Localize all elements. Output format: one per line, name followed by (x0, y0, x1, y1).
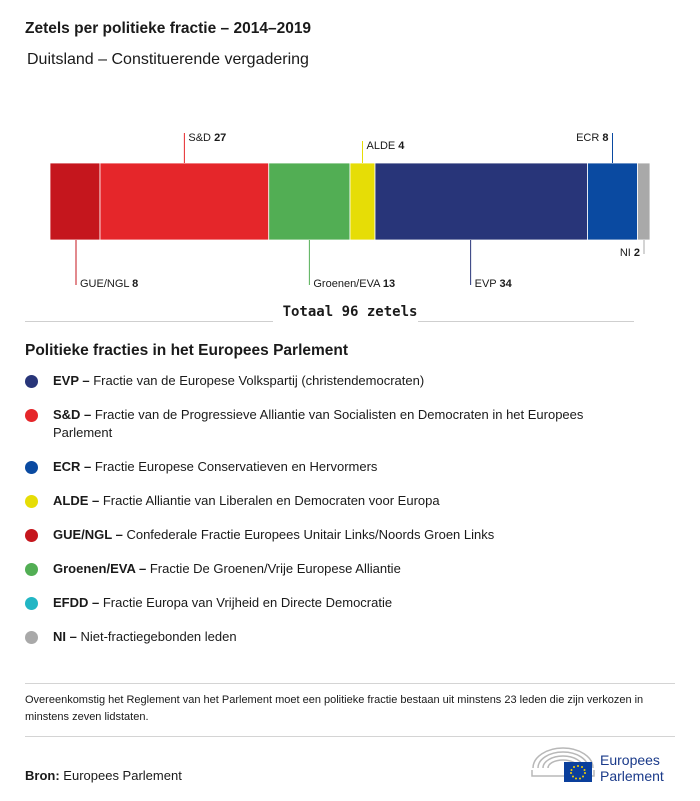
legend-text: GUE/NGL – Confederale Fractie Europees U… (53, 526, 494, 544)
total-divider-left (25, 321, 273, 322)
legend-text: ECR – Fractie Europese Conservatieven en… (53, 458, 377, 476)
bar-segment-gue-ngl (49, 162, 101, 241)
legend-item: ALDE – Fractie Alliantie van Liberalen e… (25, 492, 645, 526)
bar-segment-ni (637, 162, 651, 241)
bar-segment-alde (349, 162, 376, 241)
total-seats-label: Totaal 96 zetels (282, 304, 418, 320)
legend-description: Fractie Alliantie van Liberalen en Democ… (102, 493, 440, 508)
legend-text: EFDD – Fractie Europa van Vrijheid en Di… (53, 594, 392, 612)
legend-list: EVP – Fractie van de Europese Volksparti… (25, 372, 645, 662)
segment-label-gue-ngl: GUE/NGL 8 (80, 278, 138, 290)
legend-color-dot (25, 409, 38, 422)
european-parliament-logo (531, 747, 595, 782)
segment-label-ecr: ECR 8 (576, 132, 608, 144)
source-value: Europees Parlement (63, 768, 182, 783)
footnote: Overeenkomstig het Reglement van het Par… (25, 694, 644, 723)
legend-text: Groenen/EVA – Fractie De Groenen/Vrije E… (53, 560, 401, 578)
segment-label-s-d: S&D 27 (188, 132, 226, 144)
legend-color-dot (25, 631, 38, 644)
segment-label-evp: EVP 34 (475, 278, 513, 290)
legend-abbr: NI – (53, 629, 81, 644)
chart-subtitle: Duitsland – Constituerende vergadering (27, 51, 309, 68)
legend-item: EFDD – Fractie Europa van Vrijheid en Di… (25, 594, 645, 628)
legend-abbr: ECR – (53, 459, 95, 474)
bar-segment-ecr (587, 162, 638, 241)
legend-abbr: Groenen/EVA – (53, 561, 150, 576)
bar-segment-evp (374, 162, 588, 241)
bar-segment-s-d (99, 162, 270, 241)
segment-label-groenen-eva: Groenen/EVA 13 (313, 278, 395, 290)
legend-text: NI – Niet-fractiegebonden leden (53, 628, 237, 646)
legend-item: GUE/NGL – Confederale Fractie Europees U… (25, 526, 645, 560)
seat-bar-chart: GUE/NGL 8 S&D 27 Groenen/EVA 13 ALDE 4 EVP 3… (49, 132, 651, 290)
legend-abbr: EFDD – (53, 595, 103, 610)
legend-abbr: GUE/NGL – (53, 527, 127, 542)
legend-color-dot (25, 461, 38, 474)
legend-text: S&D – Fractie van de Progressieve Allian… (53, 406, 645, 442)
legend-item: S&D – Fractie van de Progressieve Allian… (25, 406, 645, 458)
legend-description: Fractie Europese Conservatieven en Hervo… (94, 459, 378, 474)
legend-item: Groenen/EVA – Fractie De Groenen/Vrije E… (25, 560, 645, 594)
legend-text: EVP – Fractie van de Europese Volksparti… (53, 372, 424, 390)
legend-description: Niet-fractiegebonden leden (80, 629, 237, 644)
source-line: Bron: Europees Parlement (25, 768, 182, 783)
legend-abbr: EVP – (53, 373, 94, 388)
chart-title: Zetels per politieke fractie – 2014–2019 (25, 20, 312, 37)
legend-description: Confederale Fractie Europees Unitair Lin… (126, 527, 495, 542)
source-label: Bron: (25, 768, 60, 783)
legend-color-dot (25, 563, 38, 576)
legend-item: ECR – Fractie Europese Conservatieven en… (25, 458, 645, 492)
legend-description: Fractie van de Progressieve Alliantie va… (53, 407, 584, 440)
legend-description: Fractie Europa van Vrijheid en Directe D… (102, 595, 393, 610)
segment-label-ni: NI 2 (620, 247, 640, 259)
legend-color-dot (25, 375, 38, 388)
segment-label-alde: ALDE 4 (367, 140, 406, 152)
legend-description: Fractie van de Europese Volkspartij (chr… (93, 373, 425, 388)
legend-abbr: ALDE – (53, 493, 103, 508)
legend-color-dot (25, 597, 38, 610)
legend-item: EVP – Fractie van de Europese Volksparti… (25, 372, 645, 406)
bar-segment-groenen-eva (268, 162, 351, 241)
logo-line-2: Parlement (600, 768, 664, 784)
total-divider-right (418, 321, 634, 322)
logo-line-1: Europees (600, 752, 660, 768)
divider-top (25, 683, 675, 684)
legend-color-dot (25, 495, 38, 508)
legend-title: Politieke fracties in het Europees Parle… (25, 342, 349, 359)
legend-text: ALDE – Fractie Alliantie van Liberalen e… (53, 492, 440, 510)
legend-item: NI – Niet-fractiegebonden leden (25, 628, 645, 662)
legend-description: Fractie De Groenen/Vrije Europese Allian… (149, 561, 401, 576)
legend-color-dot (25, 529, 38, 542)
logo-wordmark: Europees Parlement (600, 752, 664, 784)
divider-bottom (25, 736, 675, 737)
legend-abbr: S&D – (53, 407, 95, 422)
